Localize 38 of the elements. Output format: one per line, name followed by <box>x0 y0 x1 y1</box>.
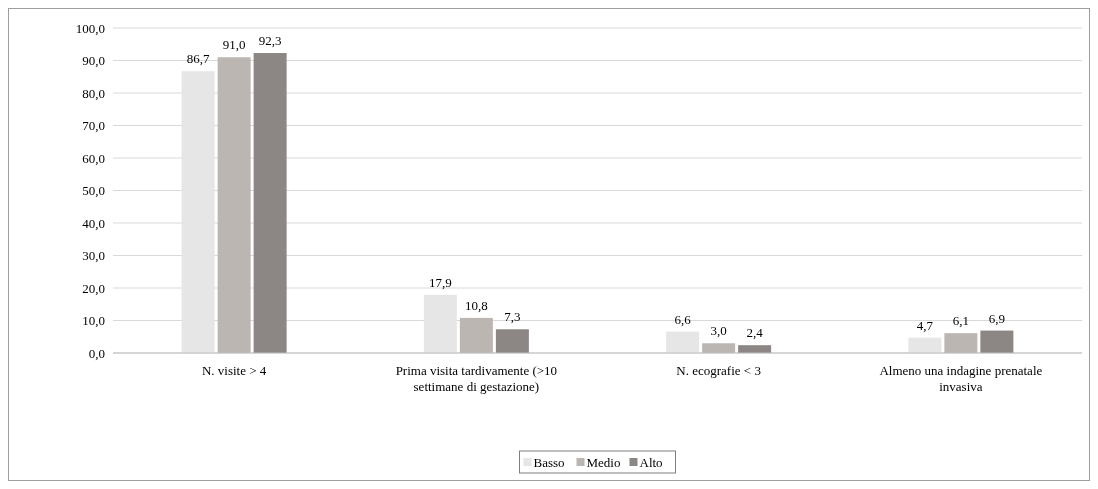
data-label: 92,3 <box>258 33 282 49</box>
y-tick-label: 100,0 <box>75 20 105 36</box>
legend-label: Basso <box>533 454 565 470</box>
data-label: 86,7 <box>186 51 210 67</box>
y-tick-label: 70,0 <box>82 118 105 134</box>
bar <box>980 330 1014 353</box>
legend-label: Alto <box>639 454 663 470</box>
x-tick-label: Almeno una indagine prenatale invasiva <box>879 363 1043 394</box>
bar <box>738 345 772 353</box>
data-label: 91,0 <box>222 37 246 53</box>
data-label: 2,4 <box>746 325 764 341</box>
y-tick-label: 90,0 <box>82 53 105 69</box>
data-label: 6,9 <box>988 310 1005 326</box>
bar <box>253 53 287 353</box>
data-label: 4,7 <box>916 317 934 333</box>
legend-label: Medio <box>586 454 621 470</box>
bar <box>908 337 942 353</box>
bar <box>666 331 700 353</box>
bar <box>495 329 529 353</box>
data-label: 17,9 <box>429 274 452 290</box>
data-label: 6,6 <box>674 311 692 327</box>
data-label: 7,3 <box>504 309 521 325</box>
x-tick-label: N. ecografie < 3 <box>676 363 761 378</box>
data-label: 3,0 <box>710 323 727 339</box>
y-tick-label: 60,0 <box>82 150 105 166</box>
y-tick-label: 0,0 <box>88 345 105 361</box>
x-tick-label: Prima visita tardivamente (>10 settimane di gestazione) <box>395 363 558 394</box>
y-tick-label: 40,0 <box>82 215 105 231</box>
data-label: 6,1 <box>952 313 969 329</box>
y-tick-label: 50,0 <box>82 183 105 199</box>
bar <box>181 71 215 353</box>
bar <box>423 294 457 353</box>
y-tick-label: 20,0 <box>82 280 105 296</box>
x-tick-label: N. visite > 4 <box>201 363 267 378</box>
y-tick-label: 30,0 <box>82 248 105 264</box>
y-tick-label: 10,0 <box>82 313 105 329</box>
y-tick-label: 80,0 <box>82 85 105 101</box>
data-label: 10,8 <box>465 297 488 313</box>
